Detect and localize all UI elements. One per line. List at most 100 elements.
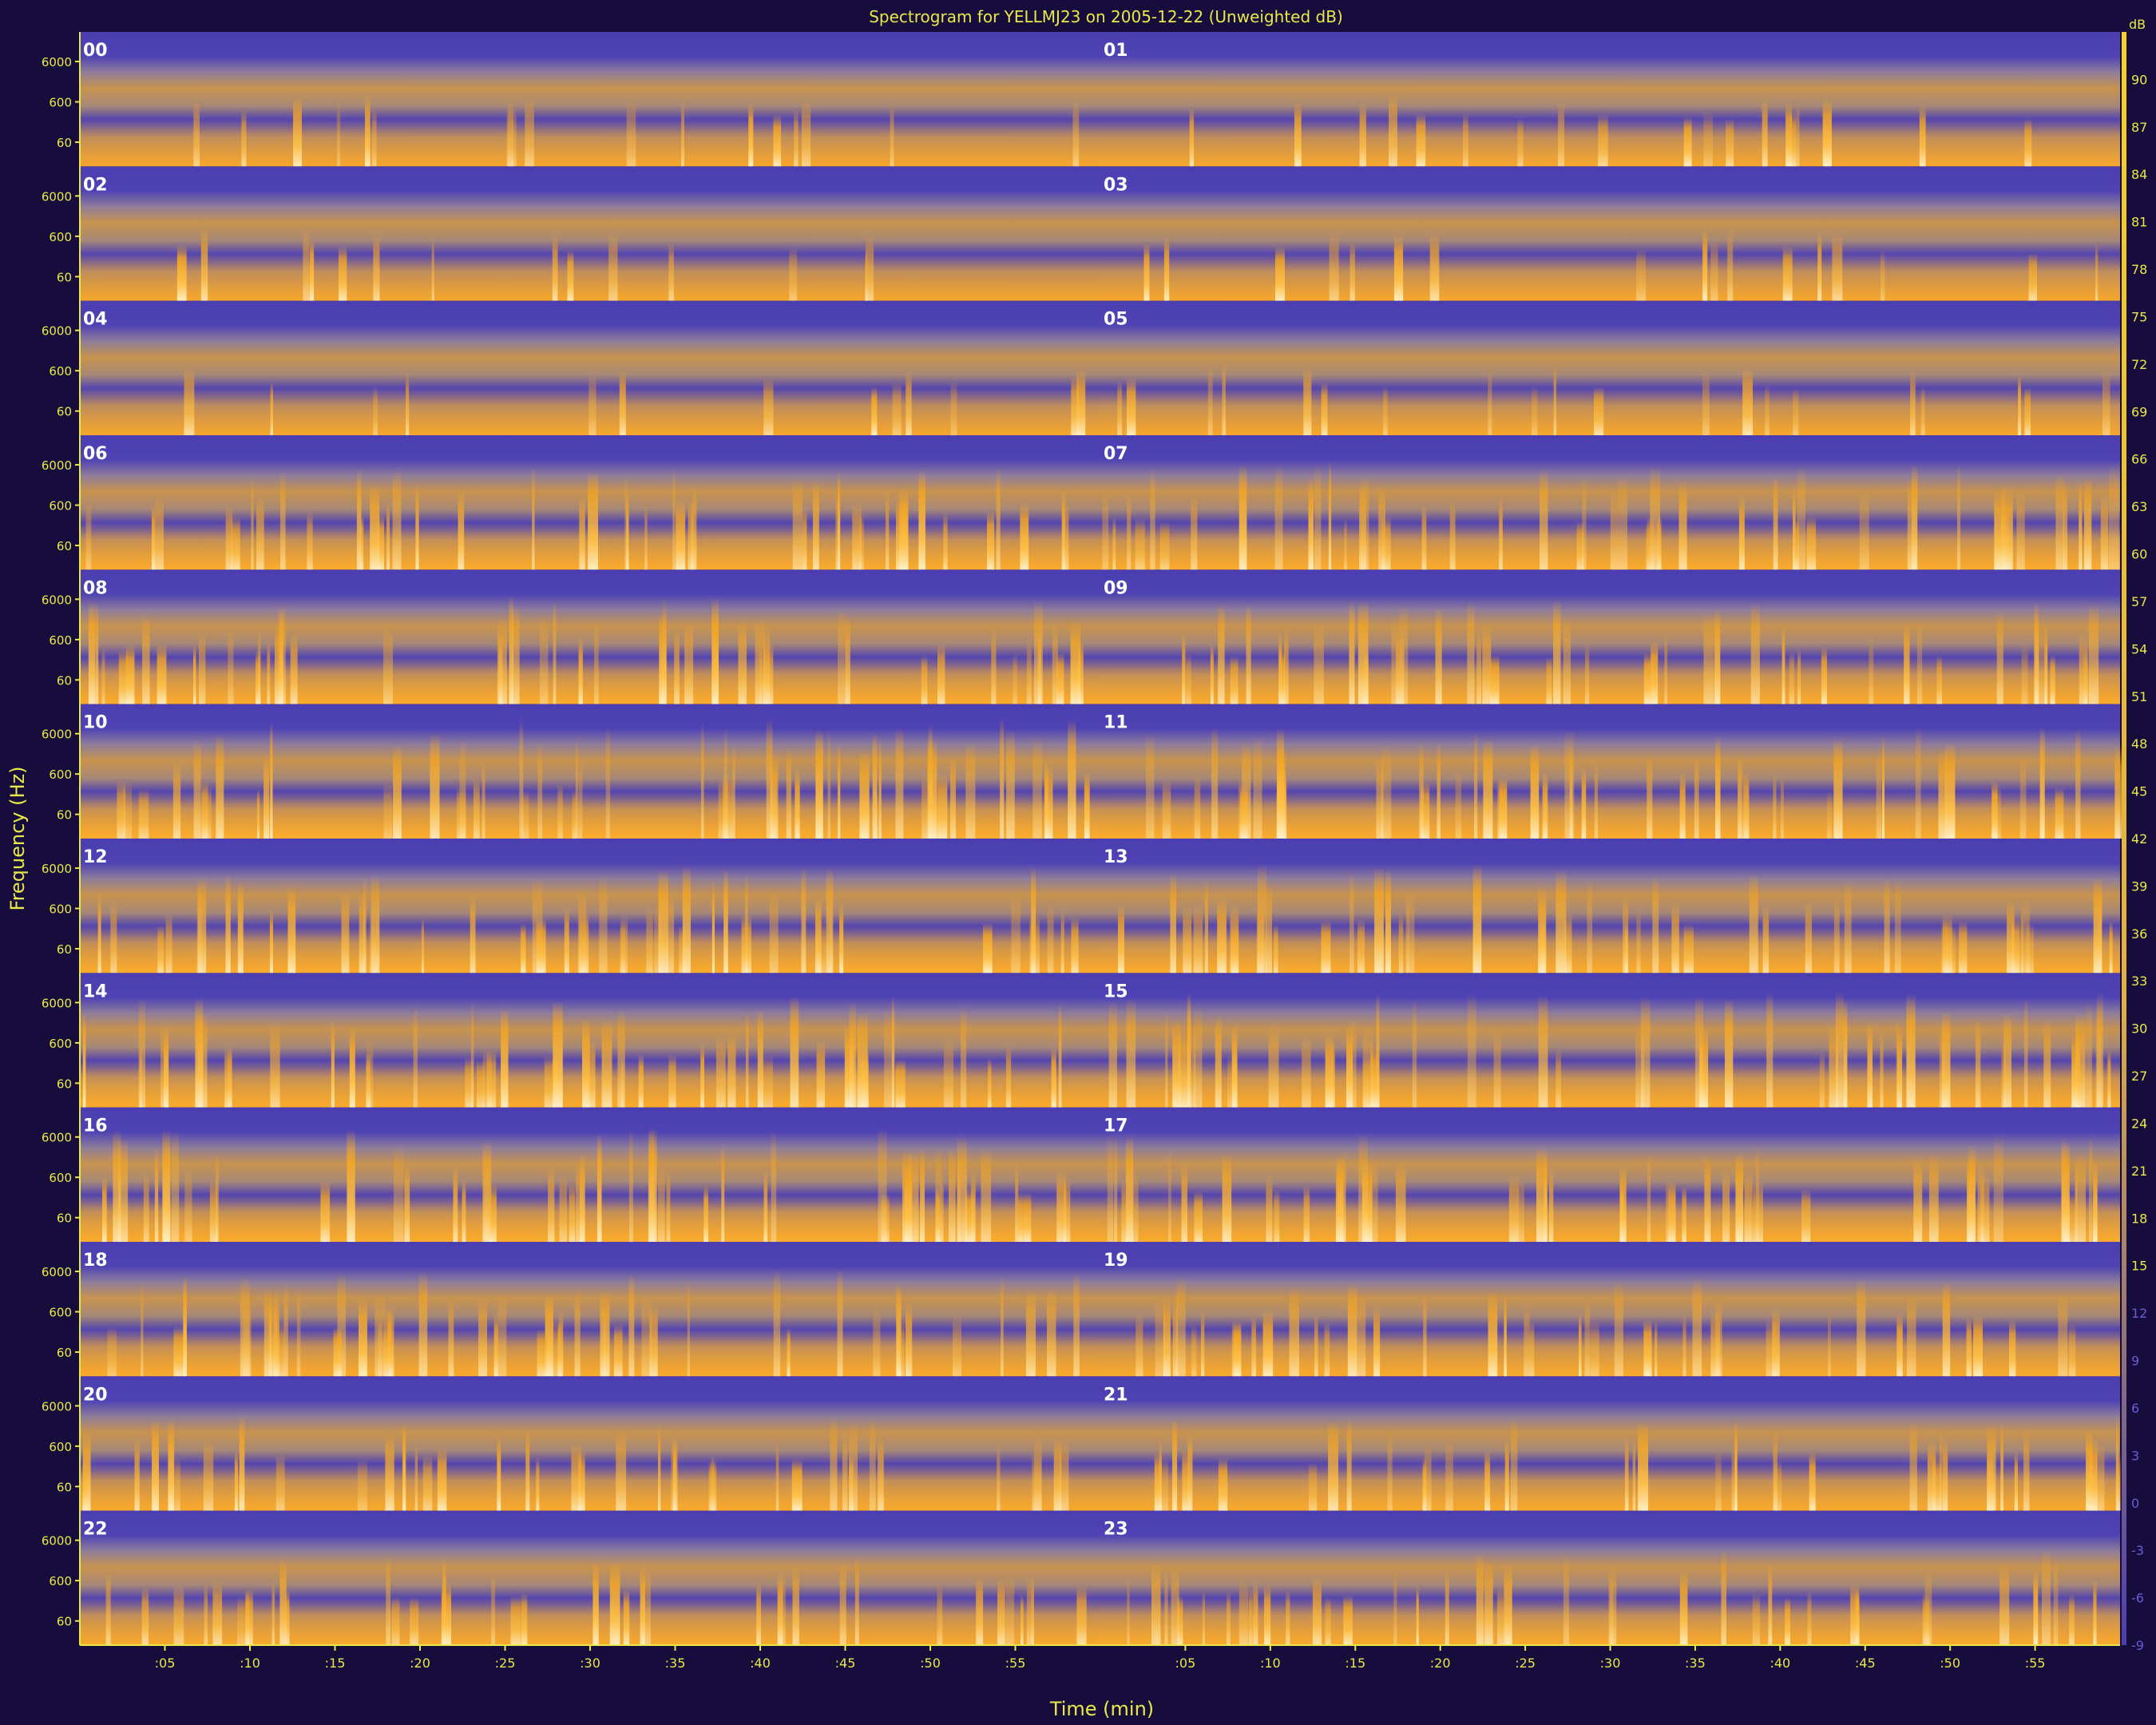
sound-event-spike <box>1504 1564 1512 1645</box>
sound-event-spike <box>2109 921 2113 974</box>
sound-event-spike <box>1163 1298 1171 1377</box>
sound-event-spike <box>1773 772 1777 839</box>
sound-event-spike <box>703 1185 708 1242</box>
sound-event-spike <box>339 245 347 301</box>
sound-event-spike <box>1817 232 1822 301</box>
sound-event-spike <box>981 1148 992 1242</box>
sound-event-spike <box>700 1043 704 1108</box>
sound-event-spike <box>1024 1192 1032 1242</box>
sound-event-spike <box>477 1060 485 1108</box>
sound-event-spike <box>1483 739 1493 839</box>
sound-event-spike <box>1762 905 1770 974</box>
sound-event-spike <box>904 1164 913 1242</box>
sound-event-spike <box>976 1576 984 1645</box>
y-tick-label: 6000 <box>42 1399 72 1414</box>
sound-event-spike <box>1610 488 1619 570</box>
sound-event-spike <box>1321 382 1328 435</box>
sound-event-spike <box>1765 384 1770 435</box>
colorbar-tick-label: 15 <box>2131 1259 2147 1274</box>
sound-event-spike <box>509 596 513 704</box>
sound-event-spike <box>609 1561 620 1645</box>
sound-event-spike <box>950 379 957 435</box>
sound-event-spike <box>337 1272 347 1377</box>
hour-label: 19 <box>1104 1251 1128 1271</box>
hour-label: 02 <box>83 175 108 195</box>
sound-event-spike <box>2039 727 2045 839</box>
sound-event-spike <box>1538 994 1548 1108</box>
sound-event-spike <box>1037 624 1041 704</box>
sound-event-spike <box>1308 1462 1318 1511</box>
sound-event-spike <box>827 730 831 839</box>
sound-event-spike <box>1587 879 1592 974</box>
sound-event-spike <box>950 755 956 839</box>
sound-event-spike <box>1504 1438 1509 1511</box>
sound-event-spike <box>320 1180 331 1242</box>
sound-event-spike <box>415 484 419 570</box>
sound-event-spike <box>1702 371 1710 435</box>
sound-event-spike <box>859 751 870 839</box>
sound-event-spike <box>1400 605 1409 704</box>
sound-event-spike <box>1325 1033 1334 1108</box>
sound-event-spike <box>1710 239 1718 301</box>
sound-event-spike <box>1191 1324 1197 1377</box>
sound-event-spike <box>624 474 628 570</box>
sound-event-spike <box>125 644 135 704</box>
sound-event-spike <box>2023 997 2028 1108</box>
sound-event-spike <box>197 876 207 974</box>
sound-event-spike <box>157 643 167 704</box>
sound-event-spike <box>1884 878 1890 974</box>
sound-event-spike <box>82 1431 91 1511</box>
sound-event-spike <box>1768 1562 1773 1645</box>
colorbar-tick-label: 0 <box>2131 1496 2139 1511</box>
sound-event-spike <box>895 1059 906 1108</box>
colorbar-unit-label: dB <box>2129 17 2146 32</box>
sound-event-spike <box>658 870 668 974</box>
sound-event-spike <box>275 1322 284 1377</box>
sound-event-spike <box>1445 1441 1453 1511</box>
sound-event-spike <box>453 1164 458 1242</box>
colorbar-tick-label: 72 <box>2131 357 2147 372</box>
sound-event-spike <box>1789 651 1794 704</box>
sound-event-spike <box>2086 1429 2093 1511</box>
sound-event-spike <box>943 512 948 570</box>
sound-event-spike <box>506 108 517 167</box>
sound-event-spike <box>614 1323 623 1377</box>
sound-event-spike <box>1530 744 1540 839</box>
sound-event-spike <box>521 1592 528 1645</box>
sound-event-spike <box>906 371 912 435</box>
sound-event-spike <box>1942 1282 1951 1377</box>
sound-event-spike <box>997 1577 1005 1645</box>
sound-event-spike <box>1395 1162 1406 1242</box>
x-tick-label: :45 <box>835 1656 856 1671</box>
low-frequency-band <box>80 1335 1100 1377</box>
sound-event-spike <box>849 1001 856 1108</box>
sound-event-spike <box>1940 1426 1943 1511</box>
sound-event-spike <box>1359 102 1366 167</box>
sound-event-spike <box>1218 1457 1228 1511</box>
sound-event-spike <box>1347 1283 1357 1377</box>
sound-event-spike <box>2026 923 2034 974</box>
sound-event-spike <box>183 1276 187 1377</box>
sound-event-spike <box>1284 627 1289 704</box>
sound-event-spike <box>2028 252 2037 301</box>
sound-event-spike <box>1393 1568 1397 1645</box>
colorbar-tick-label: 87 <box>2131 120 2147 135</box>
sound-event-spike <box>1182 632 1186 704</box>
sound-event-spike <box>1021 1595 1024 1645</box>
sound-event-spike <box>769 891 779 974</box>
sound-event-spike <box>365 95 371 167</box>
sound-event-spike <box>1772 1308 1780 1377</box>
sound-event-spike <box>790 996 799 1108</box>
sound-event-spike <box>941 1172 944 1242</box>
sound-event-spike <box>1590 1319 1599 1377</box>
sound-event-spike <box>275 1453 285 1511</box>
sound-event-spike <box>465 1057 474 1108</box>
sound-event-spike <box>658 1425 661 1511</box>
sound-event-spike <box>1194 1191 1203 1242</box>
sound-event-spike <box>1833 738 1843 839</box>
sound-event-spike <box>1071 916 1079 974</box>
sound-event-spike <box>251 479 254 570</box>
x-tick-label: :20 <box>1430 1656 1451 1671</box>
sound-event-spike <box>2014 1451 2018 1511</box>
sound-event-spike <box>608 232 618 301</box>
